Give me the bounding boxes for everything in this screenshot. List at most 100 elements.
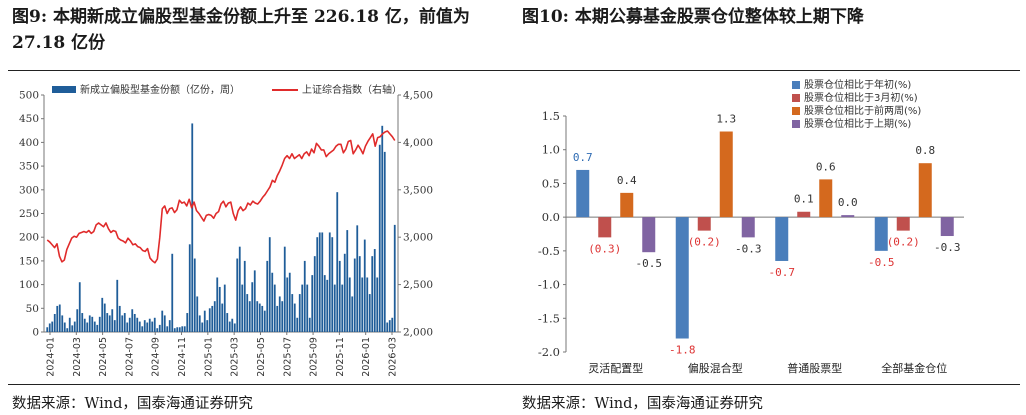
issuance-bar — [76, 309, 79, 332]
issuance-bar — [131, 309, 134, 332]
issuance-bar — [383, 151, 386, 332]
left-figure-title: 图9: 本期新成立偏股型基金份额上升至 226.18 亿，前值为 27.18 亿… — [12, 7, 470, 53]
issuance-bar — [361, 277, 364, 332]
data-label: 0.6 — [816, 160, 836, 173]
bottom-divider — [8, 384, 1020, 385]
issuance-bar — [178, 327, 181, 332]
issuance-bar — [388, 320, 391, 332]
issuance-bar — [338, 260, 341, 332]
x-tick-label: 2025-09 — [309, 337, 320, 377]
data-label: -0.7 — [769, 266, 796, 279]
issuance-bar — [288, 272, 291, 332]
issuance-bar — [283, 246, 286, 332]
issuance-bar — [261, 305, 264, 332]
issuance-bar — [321, 232, 324, 332]
issuance-bar — [226, 313, 229, 332]
issuance-bar — [373, 249, 376, 332]
data-label: 0.4 — [617, 174, 637, 187]
issuance-bar — [306, 284, 309, 332]
issuance-bar — [333, 284, 336, 332]
issuance-bar — [91, 316, 94, 332]
issuance-bar — [186, 313, 189, 332]
issuance-bar — [391, 317, 394, 332]
issuance-bar — [218, 286, 221, 332]
issuance-bar — [258, 303, 261, 332]
category-label: 普通股票型 — [787, 361, 842, 375]
issuance-bar — [253, 270, 256, 332]
issuance-bar — [356, 225, 359, 332]
y-tick-label: 450 — [19, 113, 39, 125]
issuance-bar — [153, 317, 156, 332]
issuance-bar — [113, 320, 116, 332]
issuance-bar — [81, 313, 84, 332]
y2-tick-label: 4,500 — [403, 90, 433, 102]
issuance-bar — [266, 260, 269, 332]
issuance-bar — [56, 305, 59, 332]
issuance-bar — [376, 277, 379, 332]
issuance-bar — [51, 321, 54, 332]
issuance-bar — [346, 230, 349, 332]
position-bar — [576, 169, 590, 218]
issuance-bar — [228, 321, 231, 332]
issuance-bar — [86, 322, 89, 332]
top-divider — [8, 70, 1020, 71]
position-bar — [797, 211, 811, 218]
issuance-bar — [216, 277, 219, 332]
issuance-bar — [166, 326, 169, 332]
position-bar — [719, 131, 733, 218]
y-tick-label: 250 — [19, 208, 39, 220]
issuance-bar — [73, 321, 76, 332]
legend-label: 股票仓位相比于3月初(%) — [804, 91, 918, 104]
issuance-bar — [323, 275, 326, 332]
issuance-bar — [263, 310, 266, 332]
issuance-bar — [58, 304, 61, 332]
issuance-bar — [303, 260, 306, 332]
issuance-bar — [143, 320, 146, 332]
y-tick-label: 50 — [26, 303, 39, 315]
issuance-bar — [241, 284, 244, 332]
issuance-bar — [371, 256, 374, 332]
y-tick-label: 150 — [19, 255, 39, 267]
position-bar — [697, 217, 711, 231]
x-tick-label: 2024-07 — [124, 337, 135, 377]
issuance-bar — [296, 317, 299, 332]
issuance-bar — [268, 237, 271, 332]
issuance-bar — [61, 315, 64, 332]
issuance-bar — [191, 123, 194, 332]
legend-swatch — [792, 107, 800, 115]
issuance-bar — [378, 144, 381, 332]
y2-tick-label: 2,000 — [403, 327, 433, 339]
issuance-bar — [233, 323, 236, 332]
issuance-bar — [363, 239, 366, 332]
issuance-bar — [123, 313, 126, 332]
x-tick-label: 2026-03 — [388, 337, 399, 377]
issuance-bar — [83, 318, 86, 332]
data-label: 0.7 — [573, 151, 593, 164]
issuance-bar — [231, 318, 234, 332]
x-tick-label: 2026-01 — [361, 337, 372, 377]
issuance-bar — [111, 309, 114, 332]
position-bar — [940, 217, 954, 237]
position-bar — [775, 217, 789, 261]
issuance-bar — [238, 246, 241, 332]
issuance-bar — [71, 325, 74, 332]
category-label: 全部基金仓位 — [881, 361, 947, 375]
issuance-bar — [246, 294, 249, 332]
y-tick-label: -1.5 — [538, 311, 560, 325]
issuance-bar — [381, 125, 384, 332]
legend-label: 股票仓位相比于上期(%) — [804, 117, 911, 130]
issuance-bar — [318, 232, 321, 332]
issuance-bar — [343, 253, 346, 332]
position-bar — [675, 217, 689, 339]
issuance-bar — [351, 296, 354, 332]
issuance-bar — [98, 316, 101, 332]
y-tick-label: 1.5 — [542, 109, 560, 123]
issuance-bar — [151, 321, 154, 332]
issuance-bar — [173, 328, 176, 332]
x-tick-label: 2025-07 — [282, 337, 293, 377]
issuance-bar — [293, 303, 296, 332]
issuance-bar — [211, 305, 214, 332]
data-label: -1.8 — [669, 344, 696, 357]
issuance-bar — [53, 313, 56, 332]
y-tick-label: 0 — [32, 327, 39, 339]
